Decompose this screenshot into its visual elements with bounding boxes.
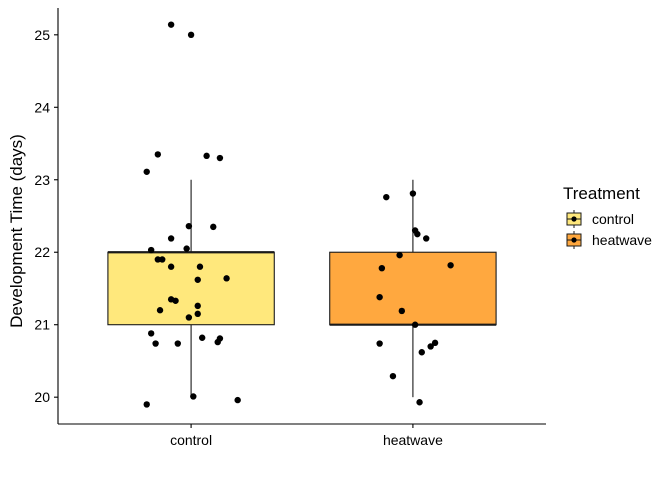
legend-title: Treatment (563, 184, 640, 203)
box-iqr-control (107, 251, 275, 326)
point-control-25 (210, 223, 217, 231)
point-control-30 (167, 21, 175, 28)
point-control-17 (223, 275, 230, 282)
point-heatwave-48 (409, 190, 417, 197)
point-heatwave-46 (423, 235, 430, 242)
legend-item-heatwave: heatwave (566, 231, 652, 249)
point-control-16 (196, 263, 204, 270)
y-tick-label-24: 24 (34, 99, 50, 115)
point-control-6 (198, 334, 206, 341)
point-heatwave-47 (383, 193, 390, 201)
x-tick-label-heatwave: heatwave (383, 432, 443, 448)
point-heatwave-43 (447, 262, 454, 269)
point-control-26 (143, 168, 150, 175)
box-control (107, 179, 275, 398)
x-axis-ticks: control heatwave (170, 424, 443, 448)
box-iqr-heatwave (329, 251, 497, 326)
point-control-29 (216, 154, 224, 162)
y-tick-label-21: 21 (34, 317, 50, 333)
point-heatwave-32 (376, 340, 383, 347)
point-heatwave-34 (416, 399, 423, 406)
point-control-8 (216, 335, 224, 342)
y-axis-title: Development Time (days) (7, 134, 26, 328)
point-control-22 (167, 235, 175, 242)
box-heatwave (329, 179, 497, 398)
point-control-24 (185, 222, 193, 230)
point-heatwave-42 (396, 251, 403, 259)
point-control-31 (187, 31, 195, 39)
point-control-13 (194, 310, 201, 318)
data-points (143, 21, 454, 408)
point-control-3 (147, 330, 155, 337)
point-control-11 (172, 297, 179, 304)
point-control-9 (156, 307, 164, 314)
point-control-5 (174, 340, 181, 347)
point-control-28 (203, 152, 210, 160)
point-control-14 (194, 302, 201, 310)
y-tick-label-20: 20 (34, 389, 50, 405)
point-control-4 (152, 340, 159, 347)
point-heatwave-41 (378, 264, 386, 272)
point-heatwave-36 (427, 343, 434, 350)
point-control-18 (147, 246, 155, 254)
point-control-21 (167, 263, 175, 270)
point-heatwave-45 (414, 230, 421, 238)
point-control-19 (154, 256, 162, 263)
point-control-20 (159, 256, 166, 263)
legend: Treatment control heatwave (563, 184, 652, 249)
point-heatwave-39 (398, 307, 406, 315)
y-tick-label-25: 25 (34, 27, 50, 43)
point-heatwave-37 (431, 339, 439, 347)
y-tick-label-23: 23 (34, 172, 50, 188)
axes (57, 8, 546, 425)
point-control-12 (185, 314, 193, 321)
point-control-0 (143, 401, 150, 408)
point-heatwave-33 (389, 372, 397, 380)
point-control-27 (154, 151, 162, 158)
point-control-15 (194, 276, 201, 283)
point-control-1 (190, 393, 197, 400)
legend-key-point-heatwave (571, 237, 577, 243)
x-tick-label-control: control (170, 432, 212, 448)
point-heatwave-40 (411, 321, 419, 328)
y-axis-ticks: 20 21 22 23 24 25 (34, 27, 58, 405)
point-control-2 (234, 396, 241, 404)
plot-area (107, 21, 497, 408)
y-tick-label-22: 22 (34, 244, 50, 260)
point-heatwave-35 (418, 349, 425, 356)
legend-label-control: control (592, 211, 634, 227)
legend-item-control: control (566, 210, 634, 228)
point-heatwave-38 (376, 293, 383, 301)
legend-key-point-control (571, 216, 577, 222)
legend-label-heatwave: heatwave (592, 232, 652, 248)
point-control-23 (183, 245, 190, 252)
